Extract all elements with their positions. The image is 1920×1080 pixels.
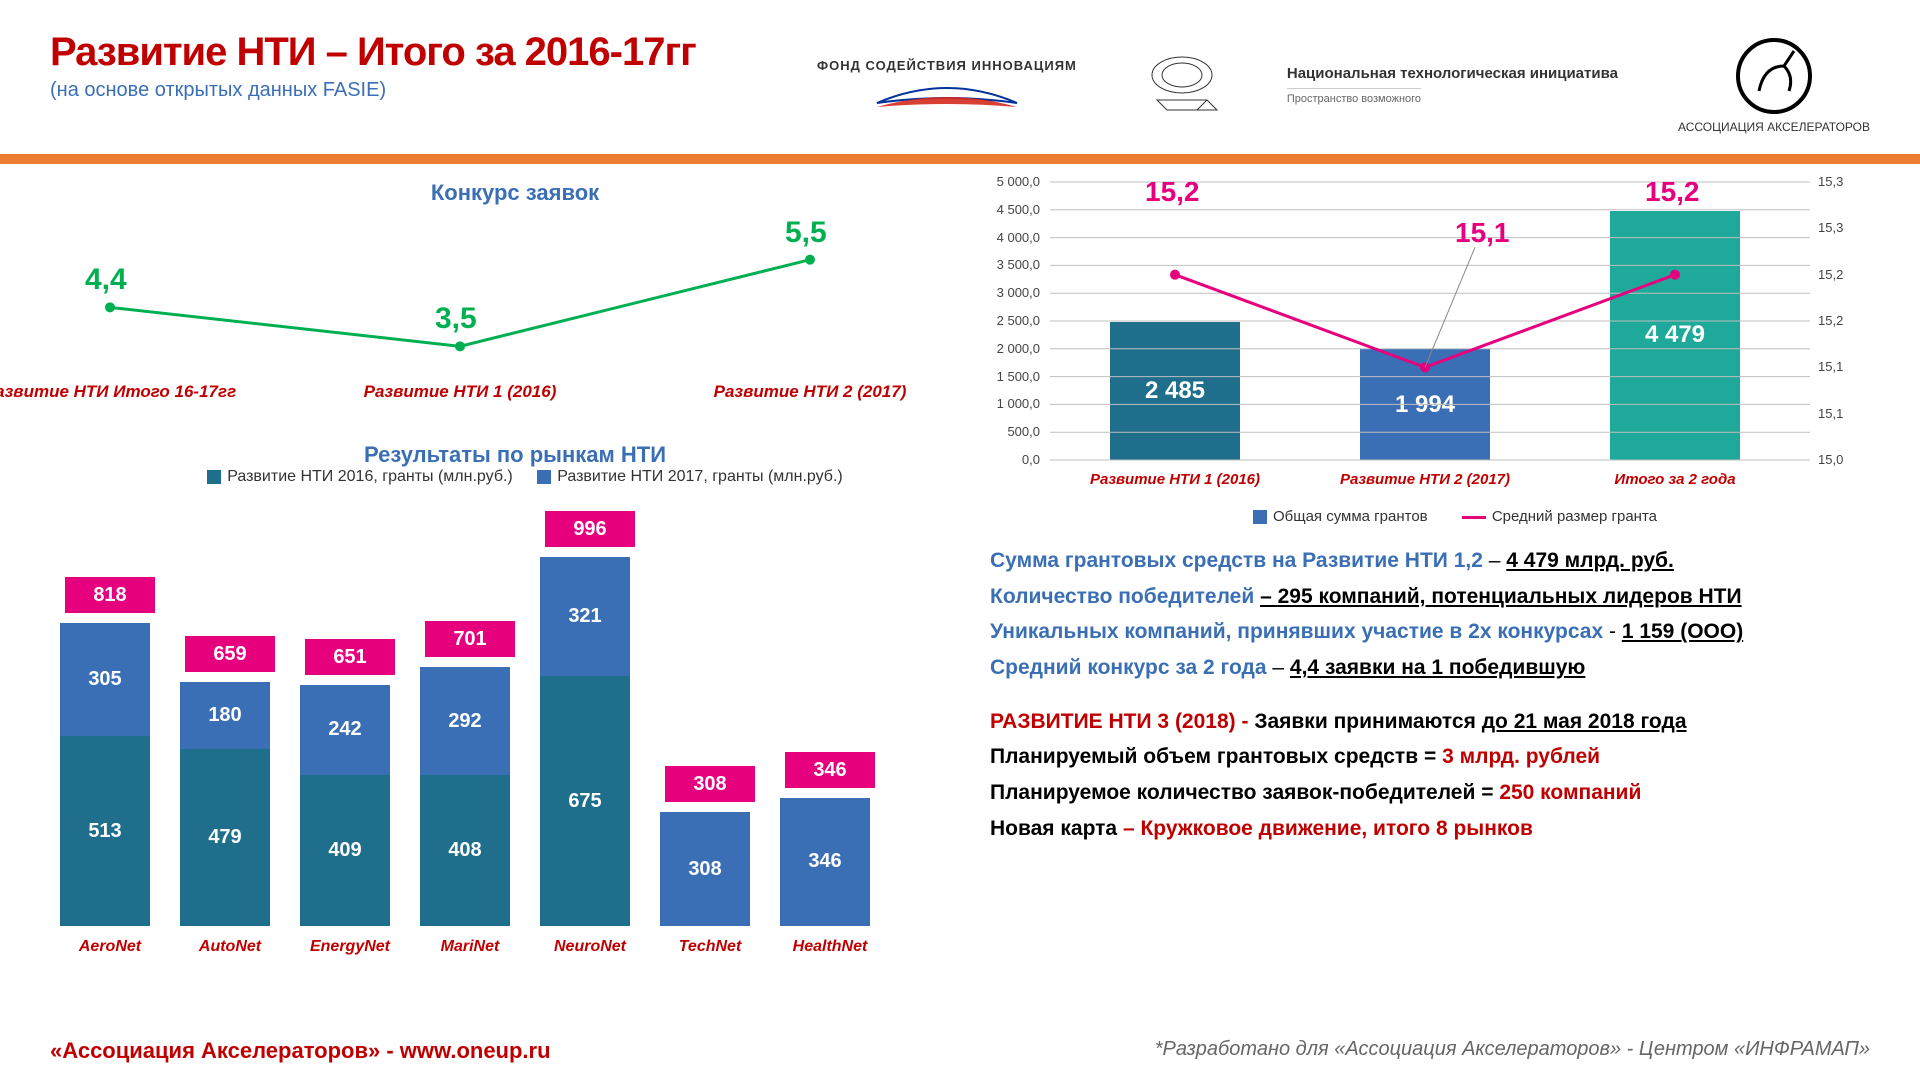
chart2-category-label: NeuroNet [530, 938, 650, 956]
page-subtitle: (на основе открытых данных FASIE) [50, 79, 696, 102]
chart1-category-label: Развитие НТИ 2 (2017) [680, 382, 940, 402]
info-line-3: Уникальных компаний, принявших участие в… [990, 614, 1870, 650]
logo-row: ФОНД СОДЕЙСТВИЯ ИННОВАЦИЯМ Национальная … [817, 30, 1870, 134]
divider-bar [0, 154, 1920, 164]
chart2-segment-2016: 409 [300, 775, 390, 926]
chart2-bar-group: 659 180479 [180, 636, 280, 926]
info-line-1: Сумма грантовых средств на Развитие НТИ … [990, 543, 1870, 579]
chart2-segment-2017: 321 [540, 557, 630, 676]
info-line-4: Средний конкурс за 2 года – 4,4 заявки н… [990, 650, 1870, 686]
chart2-segment-2017: 180 [180, 682, 270, 749]
info-line-5: РАЗВИТИЕ НТИ 3 (2018) - Заявки принимают… [990, 704, 1870, 740]
legend-label-2016: Развитие НТИ 2016, гранты (млн.руб.) [227, 468, 513, 485]
chart3-legend: Общая сумма грантов Средний размер грант… [980, 508, 1910, 525]
summary-text-block: Сумма грантовых средств на Развитие НТИ … [980, 525, 1910, 847]
legend-swatch-2016 [207, 470, 221, 484]
fasie-logo: ФОНД СОДЕЙСТВИЯ ИННОВАЦИЯМ [817, 58, 1077, 113]
page-title: Развитие НТИ – Итого за 2016-17гг [50, 30, 696, 75]
legend-label-2017: Развитие НТИ 2017, гранты (млн.руб.) [557, 468, 843, 485]
chart1-title: Конкурс заявок [50, 180, 980, 206]
chart2-total-label: 308 [665, 766, 755, 802]
chart2-bar-group: 651 242409 [300, 639, 400, 926]
chart2-bar-group: 818 305513 [60, 577, 160, 926]
chart2-segment-2016: 408 [420, 775, 510, 926]
info-line-2: Количество победителей – 295 компаний, п… [990, 579, 1870, 615]
chart2-title: Результаты по рынкам НТИ [50, 442, 980, 468]
chart2-total-label: 346 [785, 752, 875, 788]
chart2-segment-2016: 675 [540, 676, 630, 926]
chart2-category-label: EnergyNet [290, 938, 410, 956]
chart2-segment-2016: 479 [180, 749, 270, 926]
assoc-logo: АССОЦИАЦИЯ АКСЕЛЕРАТОРОВ [1678, 36, 1870, 134]
chart2-total-label: 659 [185, 636, 275, 672]
legend-label-line: Средний размер гранта [1492, 508, 1657, 525]
right-column: 0,0500,01 000,01 500,02 000,02 500,03 00… [980, 164, 1910, 956]
chart2-bar-group: 346346 [780, 752, 880, 926]
chart2-bar-group: 996 321675 [540, 511, 640, 926]
chart2-bar-group: 701 292408 [420, 621, 520, 926]
info-line-6: Планируемый объем грантовых средств = 3 … [990, 739, 1870, 775]
chart2-bar-group: 308308 [660, 766, 760, 926]
markets-bar-chart: 818305513AeroNet659180479AutoNet65124240… [50, 496, 930, 956]
fasie-swoosh-icon [867, 73, 1027, 113]
chart1-value-label: 4,4 [85, 263, 127, 297]
unicorn-icon [1734, 36, 1814, 116]
chart2-total-label: 996 [545, 511, 635, 547]
nti-title: Национальная технологическая инициатива [1287, 65, 1618, 82]
chart1-category-label: Развитие НТИ 1 (2016) [330, 382, 590, 402]
chart2-category-label: MariNet [410, 938, 530, 956]
chart2-segment-2017: 292 [420, 667, 510, 775]
grants-combo-chart: 0,0500,01 000,01 500,02 000,02 500,03 00… [980, 172, 1880, 502]
chart1-value-label: 5,5 [785, 216, 827, 250]
chart2-segment-2017: 305 [60, 623, 150, 736]
chart2-segment-2016: 513 [60, 736, 150, 926]
footer-right: *Разработано для «Ассоциация Акселератор… [1155, 1038, 1870, 1064]
legend-swatch-bars [1253, 510, 1267, 524]
chart3-line-value-label: 15,2 [1145, 176, 1200, 208]
chart2-total-label: 818 [65, 577, 155, 613]
chart2-category-label: TechNet [650, 938, 770, 956]
info-line-7: Планируемое количество заявок-победителе… [990, 775, 1870, 811]
left-column: Конкурс заявок 4,43,55,5Развитие НТИ Ито… [50, 164, 980, 956]
info-line-8: Новая карта – Кружковое движение, итого … [990, 811, 1870, 847]
chart2-category-label: HealthNet [770, 938, 890, 956]
chart1-category-label: Развитие НТИ Итого 16-17гг [0, 382, 240, 402]
chart3-line-value-label: 15,1 [1455, 217, 1510, 249]
chart3-line-value-label: 15,2 [1645, 176, 1700, 208]
legend-swatch-2017 [537, 470, 551, 484]
chart2-segment-2017: 346 [780, 798, 870, 926]
chart2-legend: Развитие НТИ 2016, гранты (млн.руб.) Раз… [50, 468, 980, 486]
assoc-logo-text: АССОЦИАЦИЯ АКСЕЛЕРАТОРОВ [1678, 120, 1870, 134]
chart1-value-label: 3,5 [435, 302, 477, 336]
fasie-logo-text: ФОНД СОДЕЙСТВИЯ ИННОВАЦИЯМ [817, 58, 1077, 73]
chart2-category-label: AeroNet [50, 938, 170, 956]
chart2-category-label: AutoNet [170, 938, 290, 956]
chart2-total-label: 701 [425, 621, 515, 657]
chart2-segment-2017: 308 [660, 812, 750, 926]
footer-left: «Ассоциация Акселераторов» - www.oneup.r… [50, 1038, 551, 1064]
legend-swatch-line [1462, 516, 1486, 519]
chart2-total-label: 651 [305, 639, 395, 675]
nti-text-logo: Национальная технологическая инициатива … [1287, 65, 1618, 105]
nti-spiral-icon [1137, 50, 1227, 120]
nti-logo [1137, 50, 1227, 120]
nti-subtitle: Пространство возможного [1287, 88, 1421, 105]
chart2-segment-2017: 242 [300, 685, 390, 775]
competition-line-chart: 4,43,55,5Развитие НТИ Итого 16-17ггРазви… [50, 218, 870, 418]
legend-label-bars: Общая сумма грантов [1273, 508, 1428, 525]
